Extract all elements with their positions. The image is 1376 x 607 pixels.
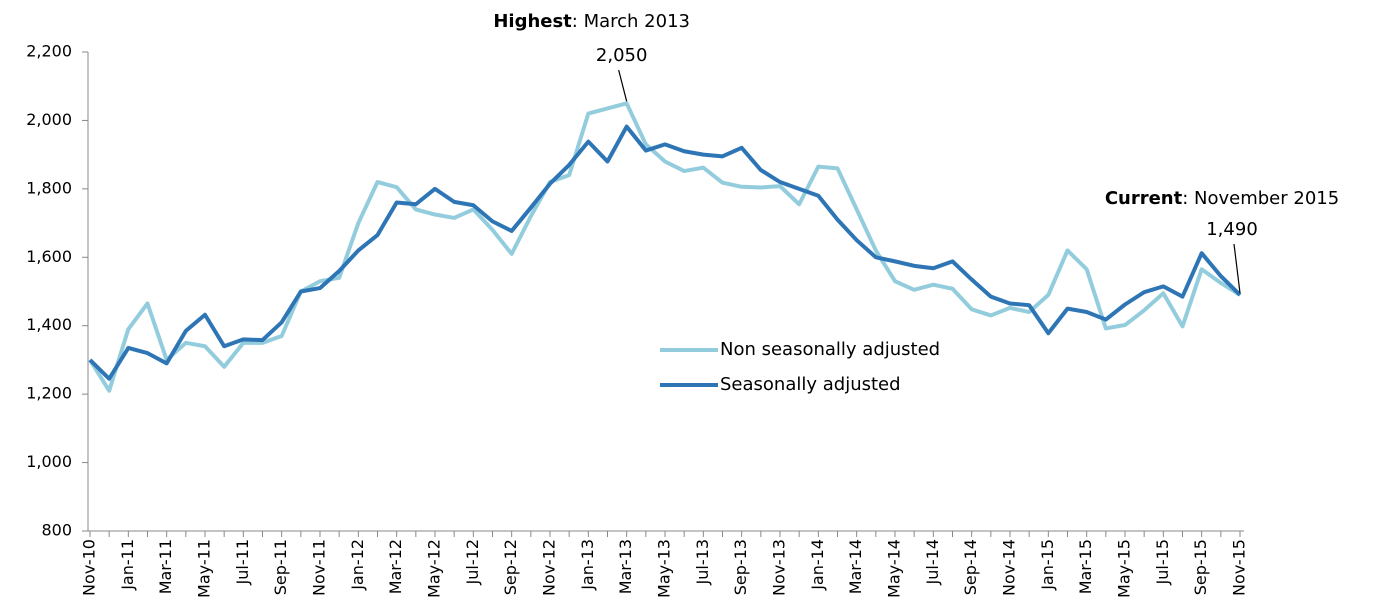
x-tick-label: Nov-13: [770, 539, 789, 596]
y-tick-label: 2,000: [26, 110, 72, 129]
annotation-pointer: [618, 69, 628, 102]
x-tick-label: Mar-12: [386, 539, 405, 594]
x-tick-label: Mar-15: [1076, 539, 1095, 594]
x-tick-label: Jul-15: [1153, 539, 1172, 585]
x-tick-label: Jul-11: [233, 539, 252, 585]
y-tick-label: 800: [41, 521, 72, 540]
data-line: [88, 124, 1242, 381]
legend-label: Non seasonally adjusted: [720, 339, 940, 360]
x-tick-label: Sep-12: [501, 539, 520, 595]
x-tick-label: Jan-14: [808, 539, 827, 591]
annotation-text: : November 2015: [1182, 188, 1339, 209]
x-tick-label: Jan-11: [118, 539, 137, 591]
x-tick-label: Mar-13: [616, 539, 635, 594]
x-tick-label: Jan-12: [348, 539, 367, 591]
x-tick-label: May-11: [195, 539, 214, 598]
x-tick-label: Nov-10: [80, 539, 99, 596]
annotation-text: : March 2013: [572, 11, 690, 32]
x-tick-label: Mar-11: [156, 539, 175, 594]
x-tick-label: Nov-12: [540, 539, 559, 596]
y-tick-label: 1,600: [26, 247, 72, 266]
y-tick-label: 1,400: [26, 315, 72, 334]
y-tick-label: 1,200: [26, 384, 72, 403]
x-tick-label: Mar-14: [846, 539, 865, 594]
data-line: [88, 101, 1242, 393]
y-tick-label: 1,000: [26, 452, 72, 471]
annotation-pointer: [1233, 243, 1241, 293]
x-tick-label: May-13: [655, 539, 674, 598]
x-tick-label: May-15: [1115, 539, 1134, 598]
x-tick-label: Sep-15: [1191, 539, 1210, 595]
annotation-bold: Current: [1105, 188, 1183, 209]
x-tick-label: Nov-14: [1000, 539, 1019, 596]
x-tick-label: Jul-13: [693, 539, 712, 585]
x-tick-label: Sep-11: [271, 539, 290, 595]
legend-label: Seasonally adjusted: [720, 374, 901, 395]
y-tick-label: 1,800: [26, 178, 72, 197]
y-tick-label: 2,200: [26, 42, 72, 61]
x-tick-label: Nov-15: [1230, 539, 1249, 596]
x-tick-label: Jan-13: [578, 539, 597, 591]
x-tick-label: Jul-14: [923, 539, 942, 585]
annotation-value: 1,490: [1206, 219, 1258, 240]
x-tick-label: Sep-14: [961, 539, 980, 595]
x-tick-label: May-14: [885, 539, 904, 598]
x-tick-label: Nov-11: [310, 539, 329, 596]
annotation-title: Current: November 2015: [1105, 188, 1339, 209]
annotation-value: 2,050: [596, 45, 648, 66]
x-tick-label: Jul-12: [463, 539, 482, 585]
annotation-title: Highest: March 2013: [493, 11, 690, 32]
x-tick-label: Sep-13: [731, 539, 750, 595]
x-tick-label: May-12: [425, 539, 444, 598]
annotation-bold: Highest: [493, 11, 572, 32]
x-tick-label: Jan-15: [1038, 539, 1057, 591]
